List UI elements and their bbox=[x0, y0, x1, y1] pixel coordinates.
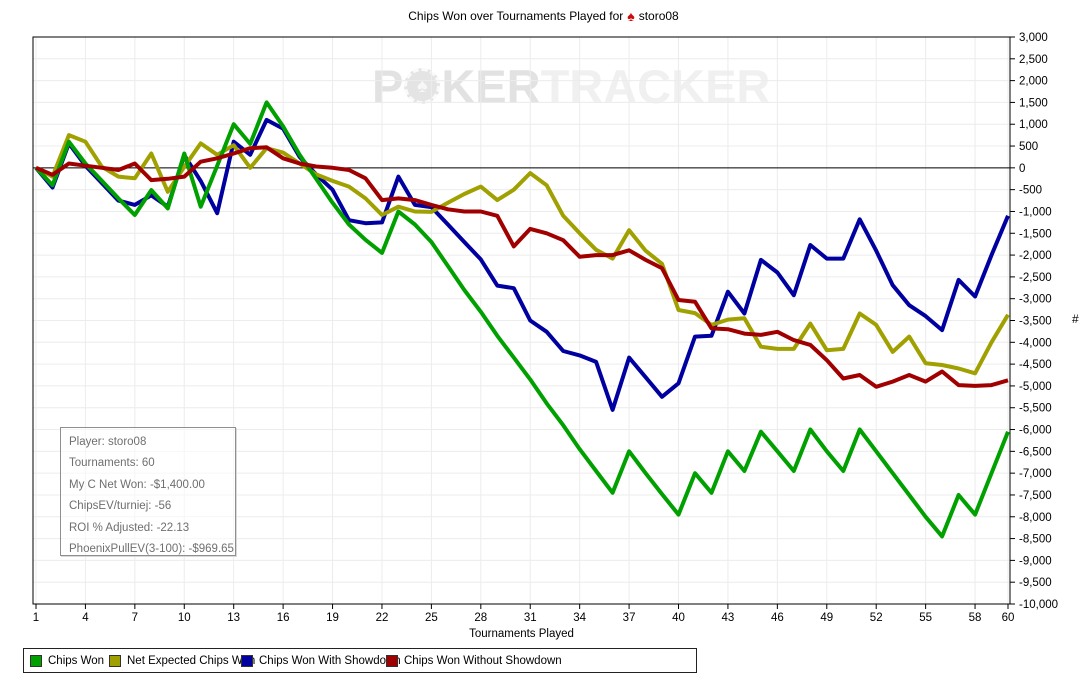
svg-text:3,000: 3,000 bbox=[1019, 32, 1048, 44]
svg-text:-6,000: -6,000 bbox=[1019, 425, 1052, 437]
svg-text:1,000: 1,000 bbox=[1019, 119, 1048, 131]
svg-text:25: 25 bbox=[425, 612, 438, 624]
svg-text:4: 4 bbox=[82, 612, 89, 624]
chart-title: Chips Won over Tournaments Played for ♠ … bbox=[0, 7, 1087, 25]
svg-text:-2,500: -2,500 bbox=[1019, 272, 1052, 284]
legend-label-chips-won: Chips Won bbox=[48, 654, 105, 667]
svg-text:-6,500: -6,500 bbox=[1019, 446, 1052, 458]
legend-label-net-expected: Net Expected Chips Won bbox=[127, 654, 256, 667]
svg-text:0: 0 bbox=[1019, 163, 1025, 175]
stat-tournaments: Tournaments: 60 bbox=[69, 457, 155, 470]
svg-text:-8,000: -8,000 bbox=[1019, 512, 1052, 524]
svg-text:31: 31 bbox=[524, 612, 537, 624]
pokertracker-watermark: P ♠ KER TRACKER bbox=[372, 58, 770, 114]
legend-item-without-showdown: Chips Won Without Showdown bbox=[386, 649, 562, 672]
legend-swatch-chips-won bbox=[30, 654, 42, 667]
svg-text:16: 16 bbox=[277, 612, 290, 624]
y-axis-title: # bbox=[1072, 312, 1079, 326]
stat-player: Player: storo08 bbox=[69, 436, 147, 448]
svg-text:28: 28 bbox=[474, 612, 487, 624]
svg-text:-7,000: -7,000 bbox=[1019, 468, 1052, 480]
pokerstars-spade-icon: ♠ bbox=[627, 8, 635, 24]
svg-text:-500: -500 bbox=[1019, 185, 1042, 197]
svg-text:58: 58 bbox=[969, 612, 982, 624]
svg-text:13: 13 bbox=[227, 612, 240, 624]
legend-label-with-showdown: Chips Won With Showdown bbox=[259, 654, 401, 667]
svg-text:1: 1 bbox=[33, 612, 39, 624]
poker-chip-spade-icon: ♠ bbox=[404, 68, 441, 104]
svg-text:40: 40 bbox=[672, 612, 685, 624]
legend-item-chips-won: Chips Won bbox=[30, 649, 104, 672]
svg-text:19: 19 bbox=[326, 612, 339, 624]
svg-text:500: 500 bbox=[1019, 141, 1038, 153]
x-axis-title: Tournaments Played bbox=[469, 628, 574, 640]
svg-text:46: 46 bbox=[771, 612, 784, 624]
svg-text:22: 22 bbox=[376, 612, 389, 624]
svg-text:-4,000: -4,000 bbox=[1019, 337, 1052, 349]
svg-text:-9,000: -9,000 bbox=[1019, 555, 1052, 567]
stat-phoenixpullev: PhoenixPullEV(3-100): -$969.65 bbox=[69, 542, 234, 555]
stat-net-won: My C Net Won: -$1,400.00 bbox=[69, 478, 205, 491]
svg-text:1,500: 1,500 bbox=[1019, 97, 1048, 109]
svg-text:7: 7 bbox=[132, 612, 138, 624]
player-stats-box: Player: storo08 Tournaments: 60 My C Net… bbox=[60, 427, 236, 556]
stat-chipsev: ChipsEV/turniej: -56 bbox=[69, 500, 172, 513]
chart-title-player: storo08 bbox=[638, 9, 679, 23]
svg-text:-3,000: -3,000 bbox=[1019, 294, 1052, 306]
svg-text:-4,500: -4,500 bbox=[1019, 359, 1052, 371]
legend-swatch-with-showdown bbox=[241, 654, 253, 667]
svg-text:34: 34 bbox=[573, 612, 586, 624]
svg-text:-2,000: -2,000 bbox=[1019, 250, 1052, 262]
legend-swatch-without-showdown bbox=[386, 654, 398, 667]
watermark-text-ker: KER bbox=[441, 59, 541, 113]
svg-text:-1,500: -1,500 bbox=[1019, 228, 1052, 240]
svg-text:-5,000: -5,000 bbox=[1019, 381, 1052, 393]
svg-text:2,000: 2,000 bbox=[1019, 76, 1048, 88]
svg-text:52: 52 bbox=[870, 612, 883, 624]
svg-text:43: 43 bbox=[722, 612, 735, 624]
watermark-text-p: P bbox=[372, 59, 404, 113]
svg-text:-10,000: -10,000 bbox=[1019, 599, 1058, 611]
svg-text:10: 10 bbox=[178, 612, 191, 624]
svg-text:37: 37 bbox=[623, 612, 636, 624]
svg-text:60: 60 bbox=[1002, 612, 1015, 624]
svg-text:-7,500: -7,500 bbox=[1019, 490, 1052, 502]
svg-text:-1,000: -1,000 bbox=[1019, 206, 1052, 218]
svg-text:-3,500: -3,500 bbox=[1019, 316, 1052, 328]
svg-text:55: 55 bbox=[919, 612, 932, 624]
legend-item-net-expected: Net Expected Chips Won bbox=[109, 649, 255, 672]
chart-title-text: Chips Won over Tournaments Played for bbox=[408, 9, 624, 23]
svg-text:49: 49 bbox=[820, 612, 833, 624]
legend-item-with-showdown: Chips Won With Showdown bbox=[241, 649, 401, 672]
stat-roi-adjusted: ROI % Adjusted: -22.13 bbox=[69, 521, 190, 534]
chart-legend: Chips Won Net Expected Chips Won Chips W… bbox=[23, 648, 697, 673]
legend-swatch-net-expected bbox=[109, 654, 121, 667]
svg-text:-5,500: -5,500 bbox=[1019, 403, 1052, 415]
svg-text:-9,500: -9,500 bbox=[1019, 577, 1052, 589]
legend-label-without-showdown: Chips Won Without Showdown bbox=[404, 654, 562, 667]
svg-text:2,500: 2,500 bbox=[1019, 54, 1048, 66]
watermark-text-tracker: TRACKER bbox=[540, 59, 771, 113]
svg-text:-8,500: -8,500 bbox=[1019, 534, 1052, 546]
